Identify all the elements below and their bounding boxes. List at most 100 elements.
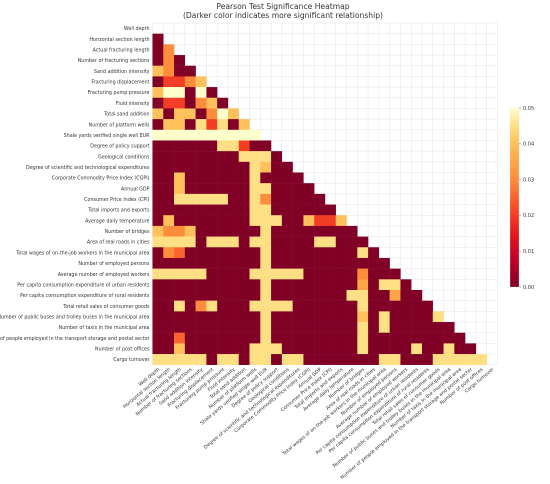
- heatmap-cell: [227, 193, 239, 205]
- heatmap-cell: [217, 183, 229, 195]
- heatmap-cell: [271, 279, 283, 291]
- heatmap-cell: [184, 332, 196, 344]
- heatmap-cell: [174, 343, 186, 355]
- y-tick-label: Number of taxis in the municipal area: [59, 325, 150, 331]
- heatmap-cell: [184, 247, 196, 259]
- heatmap-cell: [454, 343, 466, 355]
- heatmap-cell: [195, 257, 207, 269]
- heatmap-cell: [303, 311, 315, 323]
- heatmap-cell: [324, 215, 336, 227]
- heatmap-cell: [238, 119, 250, 130]
- heatmap-cell: [249, 279, 261, 291]
- heatmap-cell: [195, 354, 207, 365]
- heatmap-cell: [292, 354, 304, 365]
- heatmap-cell: [195, 172, 207, 184]
- heatmap-cell: [292, 257, 304, 269]
- heatmap-cell: [281, 322, 293, 333]
- heatmap-cell: [378, 343, 390, 355]
- heatmap-cell: [303, 290, 315, 301]
- heatmap-cell: [400, 311, 412, 323]
- heatmap-cell: [422, 311, 433, 323]
- heatmap-cell: [249, 247, 261, 259]
- heatmap-cell: [195, 129, 207, 141]
- heatmap-cell: [260, 279, 272, 291]
- heatmap-cell: [152, 236, 164, 248]
- heatmap-cell: [249, 215, 261, 227]
- heatmap-cell: [163, 44, 175, 56]
- heatmap-cell: [206, 268, 218, 280]
- heatmap-cell: [411, 290, 423, 301]
- heatmap-cell: [271, 225, 283, 237]
- heatmap-cell: [335, 215, 347, 227]
- heatmap-cell: [324, 247, 336, 259]
- heatmap-cell: [195, 268, 207, 280]
- heatmap-cell: [227, 236, 239, 248]
- heatmap-cell: [411, 311, 423, 323]
- heatmap-cell: [174, 193, 186, 205]
- heatmap-cell: [227, 172, 239, 184]
- heatmap-cell: [357, 300, 369, 312]
- heatmap-cell: [271, 354, 283, 365]
- heatmap-cell: [324, 279, 336, 291]
- heatmap-cell: [389, 290, 401, 301]
- heatmap-cell: [227, 183, 239, 195]
- heatmap-cell: [314, 279, 326, 291]
- heatmap-cell: [314, 225, 326, 237]
- heatmap-cell: [217, 279, 229, 291]
- heatmap-cell: [238, 300, 250, 312]
- heatmap-cell: [292, 172, 304, 184]
- heatmap-cell: [335, 257, 347, 269]
- heatmap-cell: [357, 290, 369, 301]
- heatmap-cell: [368, 322, 380, 333]
- heatmap-cell: [163, 76, 175, 88]
- heatmap-cell: [378, 354, 390, 365]
- heatmap-cell: [314, 193, 326, 205]
- heatmap-cell: [163, 119, 175, 130]
- heatmap-cell: [357, 279, 369, 291]
- heatmap-cell: [163, 247, 175, 259]
- heatmap-cell: [163, 343, 175, 355]
- heatmap-cell: [163, 236, 175, 248]
- heatmap-cell: [260, 311, 272, 323]
- heatmap-cell: [174, 279, 186, 291]
- y-tick-label: Per capita consumption expenditure of ur…: [17, 282, 150, 288]
- heatmap-cell: [206, 215, 218, 227]
- colorbar-tick-label: 0.02: [523, 213, 534, 219]
- heatmap-cell: [152, 151, 164, 163]
- heatmap-cell: [400, 279, 412, 291]
- heatmap-cell: [260, 140, 272, 152]
- heatmap-cell: [314, 215, 326, 227]
- heatmap-cell: [195, 183, 207, 195]
- heatmap-cell: [163, 204, 175, 216]
- heatmap-cell: [249, 151, 261, 163]
- heatmap-cell: [335, 268, 347, 280]
- heatmap-cell: [163, 161, 175, 173]
- heatmap-cell: [238, 183, 250, 195]
- heatmap-cell: [217, 129, 229, 141]
- y-tick-label: Actual fracturing length: [93, 48, 150, 54]
- heatmap-cell: [184, 76, 196, 88]
- heatmap-cell: [271, 332, 283, 344]
- heatmap-cell: [378, 300, 390, 312]
- heatmap-cell: [432, 311, 444, 323]
- heatmap-cell: [271, 161, 283, 173]
- heatmap-cell: [152, 55, 164, 66]
- heatmap-cell: [292, 300, 304, 312]
- heatmap-cell: [314, 354, 326, 365]
- heatmap-cell: [195, 204, 207, 216]
- heatmap-cell: [260, 257, 272, 269]
- heatmap-cell: [174, 247, 186, 259]
- heatmap-cell: [422, 300, 433, 312]
- heatmap-cell: [227, 161, 239, 173]
- heatmap-cell: [217, 257, 229, 269]
- heatmap-cell: [227, 354, 239, 365]
- heatmap-cell: [227, 332, 239, 344]
- colorbar-tick-label: 0.00: [523, 285, 534, 291]
- heatmap-cell: [292, 290, 304, 301]
- heatmap-cell: [238, 332, 250, 344]
- heatmap-cell: [238, 225, 250, 237]
- heatmap-cell: [368, 332, 380, 344]
- heatmap-cell: [260, 215, 272, 227]
